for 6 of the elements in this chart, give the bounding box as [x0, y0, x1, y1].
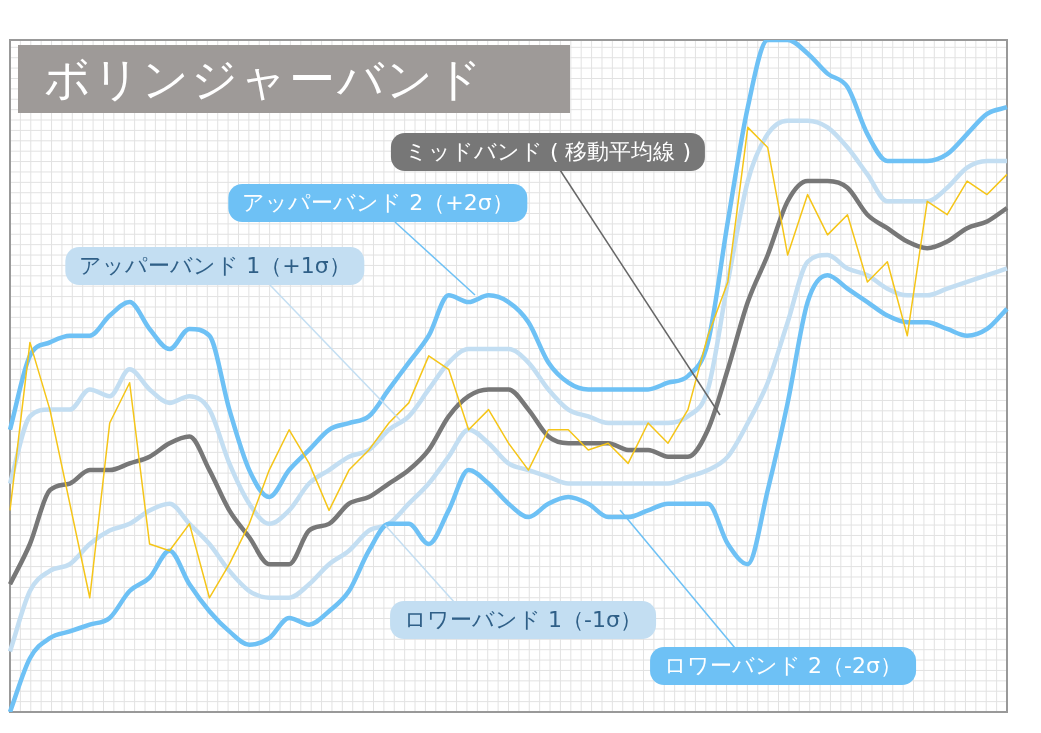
text: アッパーバンド 1（+1σ） — [65, 247, 365, 285]
text: ミッドバンド ( 移動平均線 ) — [390, 133, 706, 171]
text: アッパーバンド 2（+2σ） — [228, 184, 528, 222]
text: ロワーバンド 2（-2σ） — [650, 647, 916, 685]
chart-title: ボリンジャーバンド — [18, 45, 570, 113]
text: ロワーバンド 1（-1σ） — [390, 601, 656, 639]
